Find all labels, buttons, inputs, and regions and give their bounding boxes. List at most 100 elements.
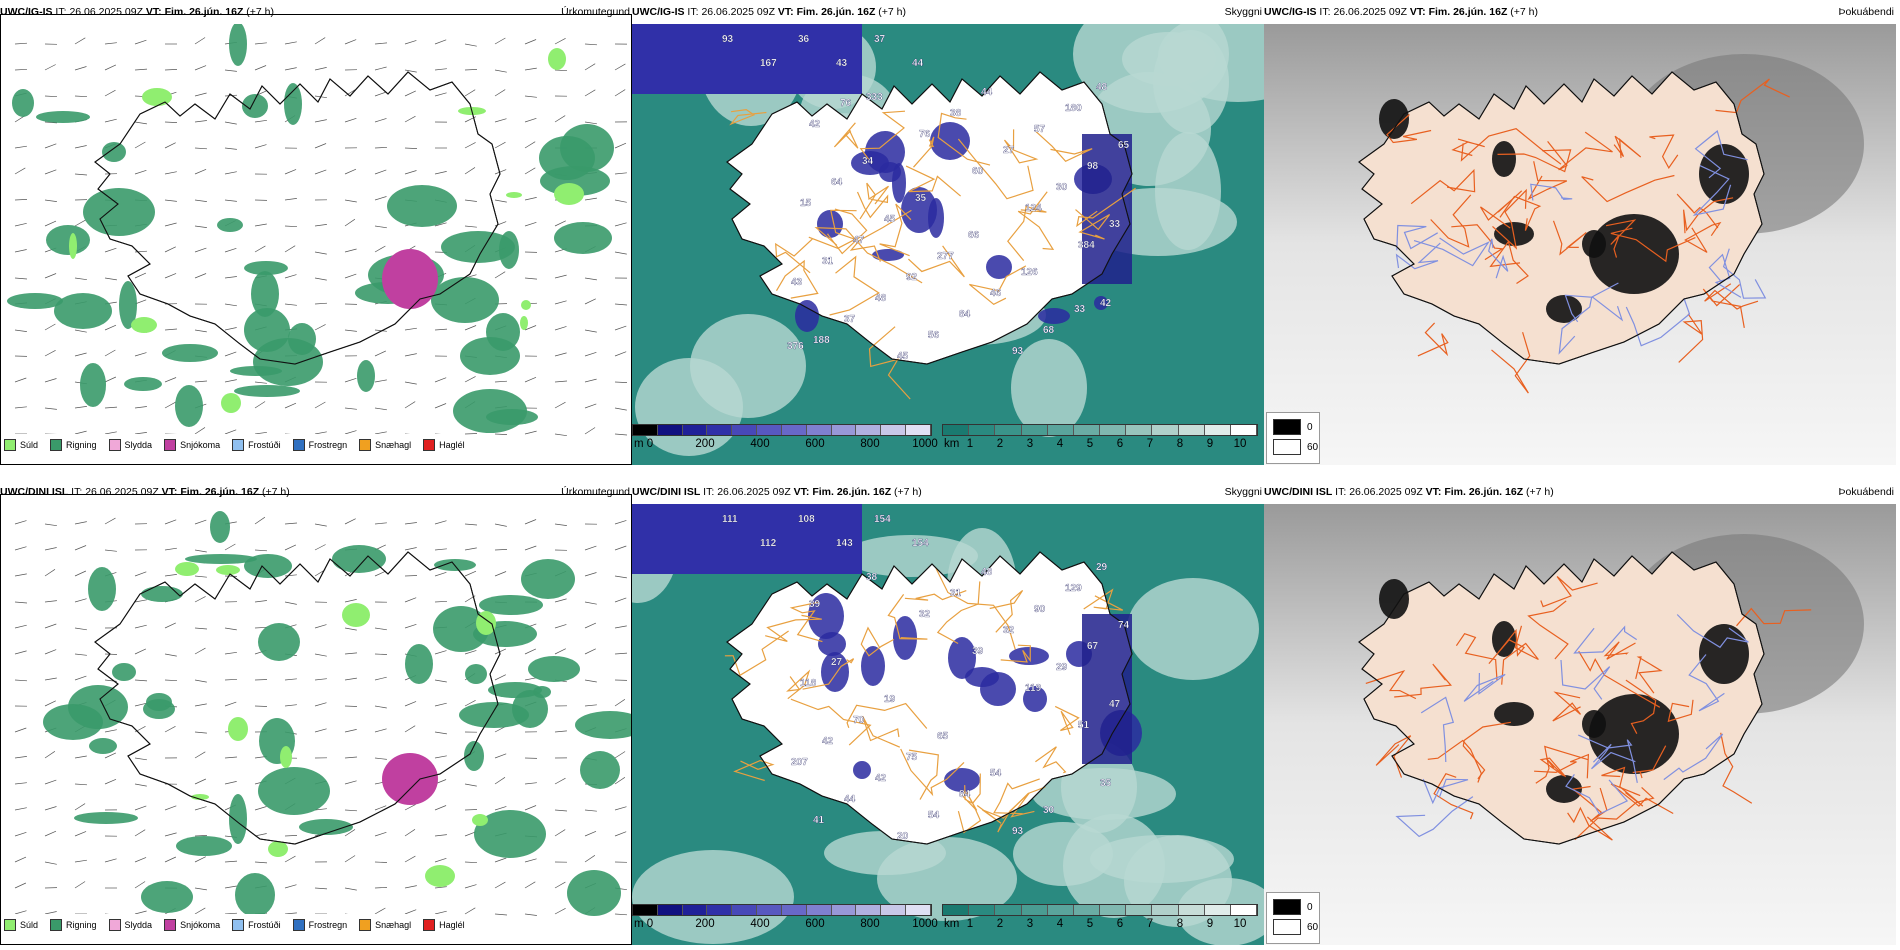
- vt-date: Fim. 26.jún. 16Z: [796, 6, 876, 18]
- legend-item: Snæhagl: [359, 919, 411, 931]
- fog-index-areas: [1379, 99, 1749, 323]
- vt-date: Fim. 26.jún. 16Z: [1444, 486, 1524, 498]
- cloud-base-value: 47: [1109, 699, 1121, 710]
- cloud-base-colorbar: m 0 200 400 600 800 1000: [632, 904, 938, 932]
- cloud-base-value: 376: [787, 341, 804, 352]
- cloud-base-value: 64: [831, 177, 843, 188]
- cloud-base-value: 39: [972, 646, 984, 657]
- cloud-base-value: 51: [1078, 720, 1090, 731]
- legend-item: Snæhagl: [359, 439, 411, 451]
- cloud-base-value: 143: [836, 538, 853, 549]
- lead-time: (+7 h): [1510, 6, 1539, 18]
- fog-legend-swatch: [1273, 919, 1301, 935]
- cloud-base-value: 48: [981, 567, 993, 578]
- cloud-base-labels: 9316736433744421883337660124384433745382…: [722, 34, 1130, 362]
- map-area: [0, 504, 632, 945]
- precip-rain: [43, 511, 632, 917]
- cloud-base-value: 188: [813, 335, 830, 346]
- vt-label: VT:: [1409, 6, 1426, 18]
- cloud-base-value: 42: [1100, 298, 1112, 309]
- vt-label: VT:: [145, 6, 162, 18]
- legend-item: Frostregn: [292, 439, 348, 451]
- cloud-base-value: 31: [822, 256, 834, 267]
- road-network: [724, 568, 1124, 834]
- panel-header: UWC/DINI ISL IT: 26.06.2025 09Z VT: Fim.…: [632, 480, 1264, 504]
- cloud-base-value: 84: [959, 309, 971, 320]
- cloud-base-value: 46: [990, 288, 1002, 299]
- cloud-base-value: 44: [912, 58, 924, 69]
- cloud-base-value: 180: [1065, 103, 1082, 114]
- map-canvas: [0, 504, 632, 945]
- legend-swatch: [423, 919, 436, 931]
- legend-label: Frostúði: [248, 440, 281, 450]
- cloud-base-value: 93: [722, 34, 734, 45]
- vt-label: VT:: [793, 486, 810, 498]
- model-name: UWC/DINI ISL: [632, 486, 701, 498]
- panel-visibility-0: UWC/IG-IS IT: 26.06.2025 09Z VT: Fim. 26…: [632, 0, 1264, 465]
- cloud-base-value: 44: [981, 87, 993, 98]
- cloud-base-labels: 111 112 108 143 154 154 35 41 38 32 39 119 51 207 44 20…: [722, 514, 1130, 842]
- cloud-base-value: 29: [1056, 662, 1068, 673]
- it-label: IT:: [703, 486, 715, 498]
- fog-index-legend: 0 60: [1266, 412, 1320, 464]
- cloud-base-value: 70: [853, 715, 865, 726]
- legend-item: Frostúði: [232, 439, 281, 451]
- product-name: Skyggni: [1224, 486, 1262, 498]
- legend-label: Frostregn: [308, 440, 348, 450]
- model-name: UWC/IG-IS: [1264, 6, 1317, 18]
- legend-label: Snæhagl: [375, 920, 412, 930]
- cloud-base-value: 19: [884, 694, 896, 705]
- legend-label: Haglél: [439, 440, 465, 450]
- cloud-base-value: 43: [791, 277, 803, 288]
- legend-item: Rigning: [50, 919, 97, 931]
- cloud-base-value: 333: [866, 92, 883, 103]
- it-value: 26.06.2025 09Z: [701, 6, 775, 18]
- legend-swatch: [423, 439, 436, 451]
- cloud-base-value: 93: [1012, 346, 1024, 357]
- visibility-tick: 10: [1233, 438, 1247, 450]
- cloud-base-value: 119: [1025, 683, 1042, 694]
- cloud-base-value: 39: [809, 599, 821, 610]
- colorbar-strip: [942, 904, 1258, 916]
- legend-item: Súld: [4, 439, 38, 451]
- cloud-base-value: 20: [897, 831, 909, 842]
- precip-snow: [382, 753, 438, 805]
- map-canvas: [1264, 24, 1896, 465]
- visibility-tick: 8: [1176, 918, 1184, 930]
- panel-header: UWC/DINI ISL IT: 26.06.2025 09Z VT: Fim.…: [0, 480, 632, 504]
- product-name: Úrkomutegund: [561, 6, 630, 18]
- visibility-tick: 7: [1146, 918, 1154, 930]
- precip-rain: [7, 24, 614, 433]
- cloud-base-value: 41: [813, 815, 825, 826]
- panel-precip-1: UWC/DINI ISL IT: 26.06.2025 09Z VT: Fim.…: [0, 480, 632, 945]
- cloud-base-tick: 1000: [912, 438, 938, 450]
- cloud-base-value: 43: [836, 58, 848, 69]
- legend-item: Frostúði: [232, 919, 281, 931]
- panel-header: UWC/IG-IS IT: 26.06.2025 09Z VT: Fim. 26…: [632, 0, 1264, 24]
- cloud-base-value: 35: [1100, 778, 1112, 789]
- fog-legend-value: 60: [1307, 441, 1319, 453]
- visibility-tick: 2: [996, 438, 1004, 450]
- model-name: UWC/IG-IS: [632, 6, 685, 18]
- model-name: UWC/IG-IS: [0, 6, 53, 18]
- cloud-base-value: 48: [875, 293, 887, 304]
- visibility-tick: 9: [1206, 438, 1214, 450]
- panel-header: UWC/IG-IS IT: 26.06.2025 09Z VT: Fim. 26…: [1264, 0, 1896, 24]
- vt-label: VT:: [777, 6, 794, 18]
- cloud-base-value: 76: [919, 129, 931, 140]
- cloud-base-value: 30: [1043, 805, 1055, 816]
- cloud-base-value: 54: [928, 810, 940, 821]
- it-value: 26.06.2025 09Z: [69, 6, 143, 18]
- panel-visibility-1: UWC/DINI ISL IT: 26.06.2025 09Z VT: Fim.…: [632, 480, 1264, 945]
- cloud-base-value: 35: [915, 193, 927, 204]
- legend-swatch: [108, 439, 121, 451]
- cloud-base-value: 45: [897, 351, 909, 362]
- legend-swatch: [164, 439, 177, 451]
- road-network: [1365, 576, 1812, 841]
- cloud-base-value: 118: [800, 678, 817, 689]
- legend-item: Frostregn: [292, 919, 347, 931]
- cloud-base-value: 38: [866, 572, 878, 583]
- cloud-base-value: 36: [798, 34, 810, 45]
- legend-item: Snjókoma: [164, 439, 220, 451]
- legend-item: Slydda: [108, 439, 152, 451]
